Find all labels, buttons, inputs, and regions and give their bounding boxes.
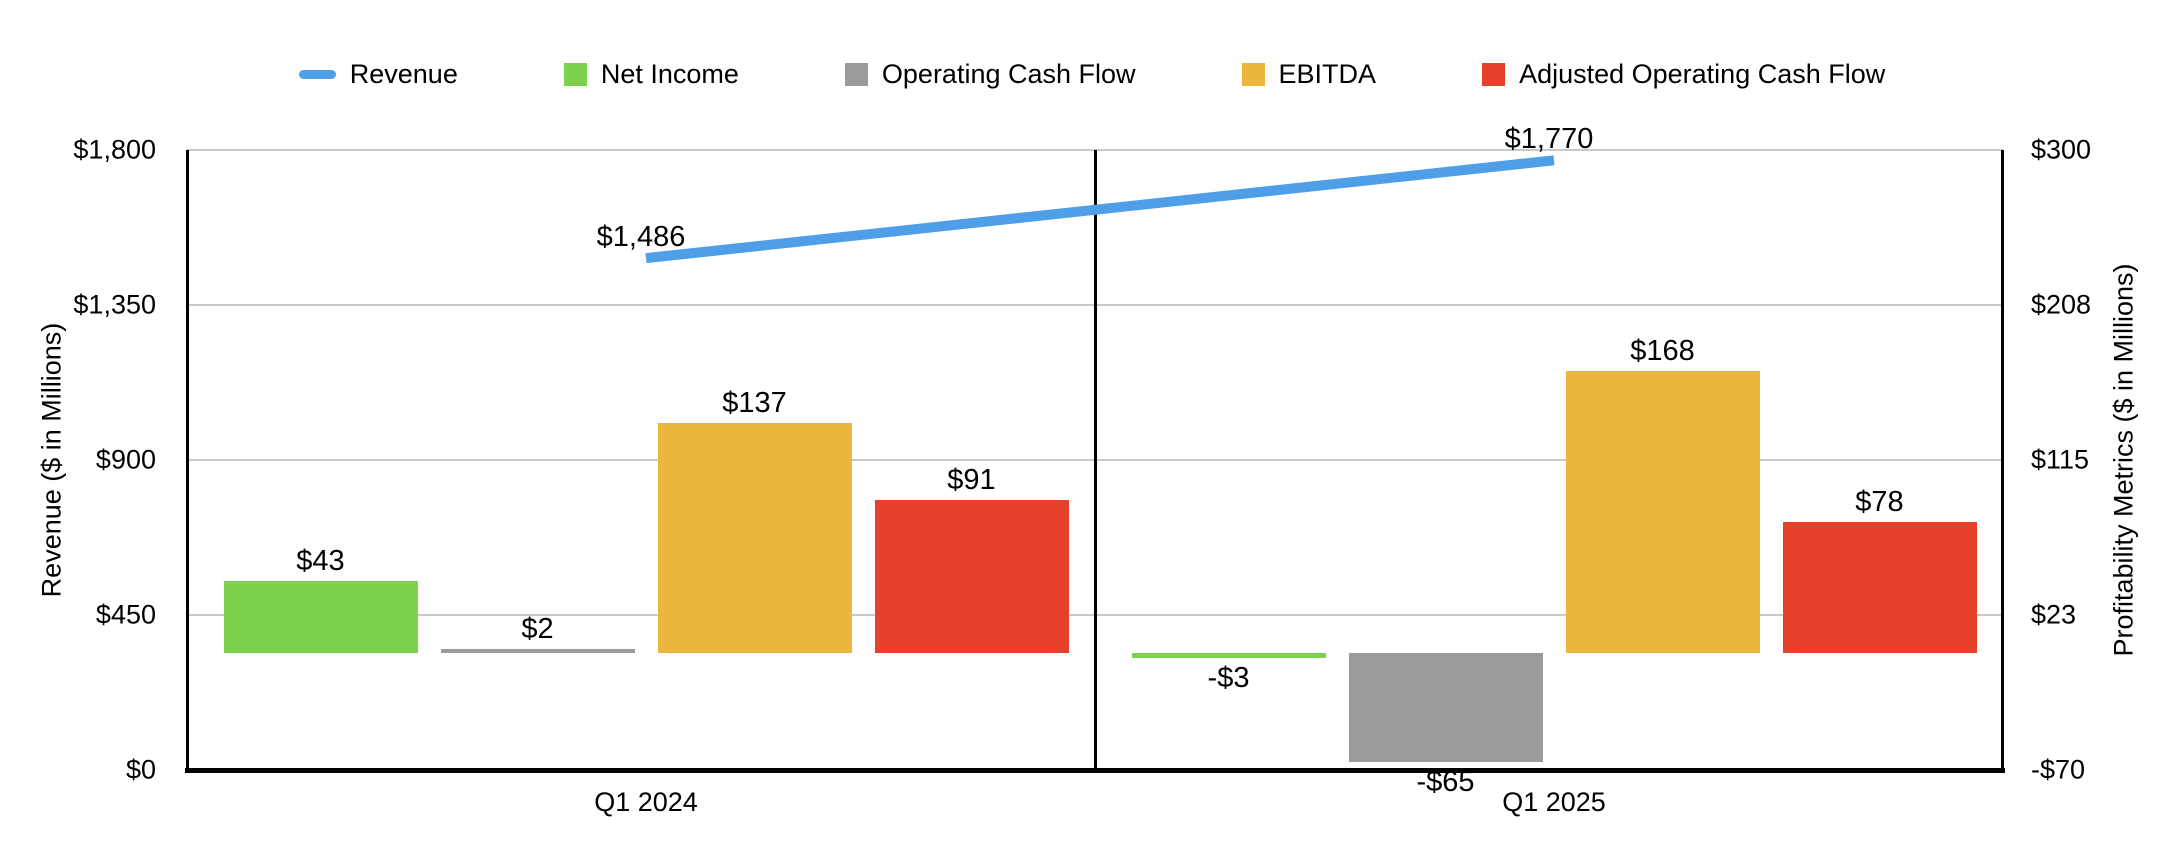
bar-value-label-adjusted-operating-cash-flow: $91 — [947, 464, 996, 497]
legend-item-revenue: Revenue — [298, 58, 458, 89]
legend-item-operating-cash-flow: Operating Cash Flow — [844, 58, 1136, 89]
plot-right-border — [2001, 150, 2004, 770]
bar-ebitda — [1565, 371, 1760, 653]
square-marker-icon — [563, 62, 587, 86]
category-label-q1-2025: Q1 2025 — [1502, 787, 1606, 817]
legend-label-ebitda: EBITDA — [1278, 58, 1377, 89]
bar-value-label-net-income: $43 — [296, 544, 345, 577]
bar-adjusted-operating-cash-flow — [874, 500, 1069, 653]
right-axis-title: Profitability Metrics ($ in Millions) — [2108, 263, 2139, 657]
right-axis-tick-label: -$70 — [2031, 754, 2086, 785]
legend: Revenue Net Income Operating Cash Flow EBIT… — [0, 47, 2184, 101]
bar-adjusted-operating-cash-flow — [1782, 522, 1977, 653]
legend-item-adjusted-operating-cash-flow: Adjusted Operating Cash Flow — [1482, 58, 1886, 89]
bar-net-income — [1131, 652, 1326, 658]
plot-left-border — [186, 150, 189, 770]
right-axis-tick-label: $300 — [2031, 134, 2092, 165]
bar-value-label-net-income: -$3 — [1207, 661, 1250, 694]
bar-operating-cash-flow — [440, 649, 635, 653]
left-axis-tick-label: $450 — [95, 599, 156, 630]
right-axis-tick-label: $23 — [2031, 599, 2077, 630]
right-axis-tick-label: $115 — [2031, 444, 2090, 475]
bar-value-label-ebitda: $168 — [1630, 335, 1695, 368]
category-label-q1-2024: Q1 2024 — [594, 787, 698, 817]
legend-label-adjusted-operating-cash-flow: Adjusted Operating Cash Flow — [1519, 58, 1886, 89]
plot-bottom-axis — [185, 768, 2005, 773]
line-value-label: $1,486 — [596, 221, 686, 254]
bar-ebitda — [657, 423, 852, 653]
left-axis-tick-label: $1,350 — [73, 289, 156, 320]
plot-category-divider — [1094, 150, 1097, 770]
left-axis-title: Revenue ($ in Millions) — [36, 322, 67, 598]
legend-item-net-income: Net Income — [563, 58, 739, 89]
legend-label-operating-cash-flow: Operating Cash Flow — [881, 58, 1136, 89]
right-axis-tick-label: $208 — [2031, 289, 2092, 320]
line-value-label: $1,770 — [1504, 123, 1594, 156]
square-marker-icon — [1482, 62, 1506, 86]
bar-value-label-operating-cash-flow: -$65 — [1416, 765, 1475, 798]
left-axis-tick-label: $1,800 — [73, 134, 156, 165]
left-axis-tick-label: $0 — [125, 754, 156, 785]
bar-value-label-adjusted-operating-cash-flow: $78 — [1855, 486, 1904, 518]
bar-value-label-operating-cash-flow: $2 — [521, 613, 554, 646]
legend-label-revenue: Revenue — [349, 58, 458, 89]
revenue-line — [645, 155, 1555, 264]
bar-operating-cash-flow — [1348, 652, 1543, 762]
legend-item-ebitda: EBITDA — [1241, 58, 1377, 89]
square-marker-icon — [844, 62, 868, 86]
line-marker-icon — [298, 69, 336, 79]
bar-net-income — [223, 580, 418, 653]
bar-value-label-ebitda: $137 — [722, 387, 787, 420]
left-axis-tick-label: $900 — [95, 444, 156, 475]
square-marker-icon — [1241, 62, 1265, 86]
legend-label-net-income: Net Income — [600, 58, 739, 89]
